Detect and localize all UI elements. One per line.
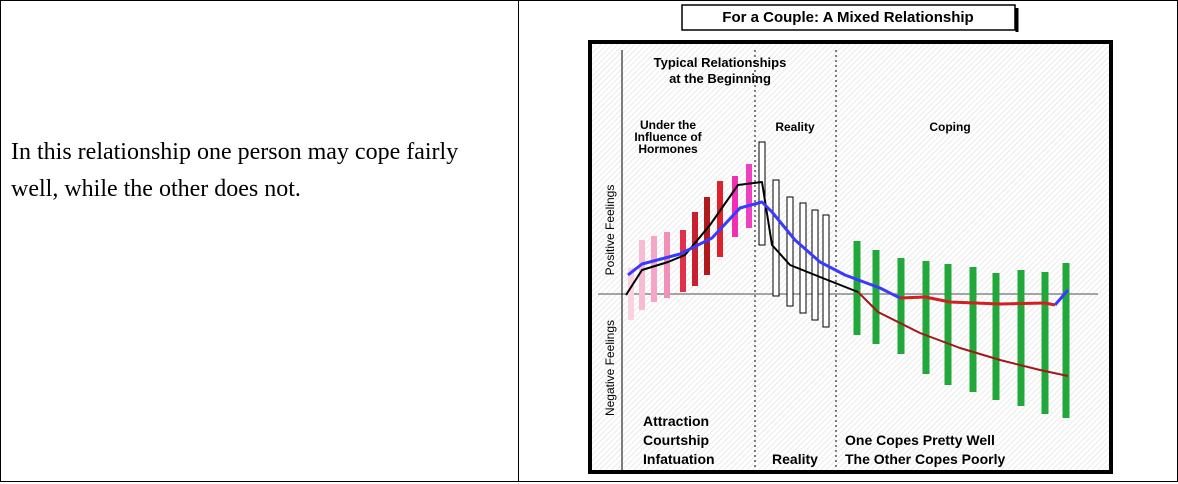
bar xyxy=(628,268,634,320)
phase-label: Reality xyxy=(775,120,815,134)
bar xyxy=(786,196,794,307)
bar xyxy=(1062,263,1070,418)
bar xyxy=(758,141,766,246)
header: at the Beginning xyxy=(669,71,771,86)
bar xyxy=(651,236,657,302)
bar xyxy=(772,179,780,297)
line xyxy=(1053,289,1070,306)
bar xyxy=(692,212,698,286)
bar xyxy=(732,176,738,237)
bottom-label: Infatuation xyxy=(643,451,715,467)
axis-label: Negative Feelings xyxy=(603,320,617,416)
phase-label: Influence of xyxy=(634,130,702,144)
bar xyxy=(799,202,807,314)
bottom-label: Attraction xyxy=(643,413,709,429)
phase-label: Coping xyxy=(929,120,970,134)
bar xyxy=(1017,270,1025,406)
bottom-label: Reality xyxy=(772,451,818,467)
header: Typical Relationships xyxy=(654,55,787,70)
line xyxy=(857,291,1069,377)
left-cell: In this relationship one person may cope… xyxy=(0,0,519,482)
title: For a Couple: A Mixed Relationship xyxy=(722,9,973,26)
bar xyxy=(897,258,905,354)
bar xyxy=(717,181,723,257)
bar xyxy=(822,214,830,328)
bottom-label: The Other Copes Poorly xyxy=(845,451,1005,467)
bar xyxy=(664,232,670,298)
bar xyxy=(922,261,930,374)
phase-label: Under the xyxy=(640,118,696,132)
line xyxy=(899,295,1056,307)
bar xyxy=(872,250,880,344)
bottom-label: One Copes Pretty Well xyxy=(845,432,995,448)
description: In this relationship one person may cope… xyxy=(11,139,459,202)
bar xyxy=(704,197,710,275)
phase-label: Hormones xyxy=(638,142,698,156)
bottom-label: Courtship xyxy=(643,432,709,448)
bar xyxy=(680,230,686,292)
bar xyxy=(1041,272,1049,414)
bar xyxy=(853,241,861,335)
bar xyxy=(811,209,819,321)
bar xyxy=(944,264,952,385)
line xyxy=(627,200,901,300)
bar xyxy=(992,273,1000,400)
bar xyxy=(746,164,752,228)
bar xyxy=(969,267,977,392)
title-box xyxy=(681,4,1016,31)
axis-label: Positive Feelings xyxy=(603,185,617,276)
bar xyxy=(639,240,645,310)
line xyxy=(625,181,859,296)
